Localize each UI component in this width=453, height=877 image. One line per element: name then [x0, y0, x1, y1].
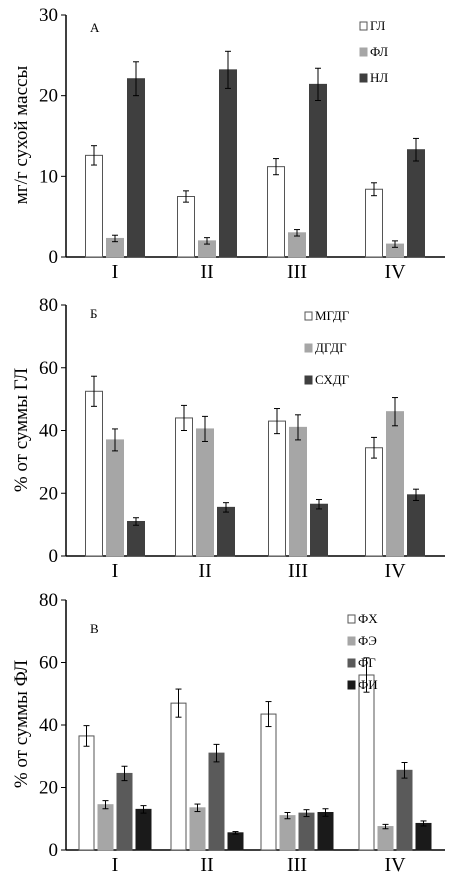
bar: [317, 812, 334, 851]
category-label: I: [112, 560, 119, 582]
category-label: I: [112, 261, 119, 283]
category-label: IV: [384, 560, 406, 582]
bar: [177, 196, 195, 258]
y-tick-label: 40: [39, 421, 58, 442]
legend-label: ФЭ: [358, 633, 377, 648]
y-tick-label: 60: [39, 653, 58, 674]
bar: [97, 804, 114, 851]
legend-swatch: [347, 636, 356, 646]
category-label: II: [200, 854, 213, 876]
panel-letter: Б: [90, 306, 97, 321]
bar: [175, 417, 193, 557]
legend-label: ФГ: [358, 655, 376, 670]
legend-swatch: [347, 614, 356, 624]
bar: [407, 494, 425, 557]
bar: [208, 752, 225, 851]
legend-swatch: [347, 680, 356, 690]
legend-label: ДГДГ: [315, 340, 347, 355]
bar: [309, 83, 327, 258]
y-tick-label: 20: [39, 86, 58, 107]
bar: [396, 769, 413, 851]
y-tick-label: 10: [39, 166, 58, 187]
y-tick-label: 60: [39, 358, 58, 379]
legend-swatch: [347, 658, 356, 668]
bar: [106, 439, 124, 557]
panel-letter: А: [90, 20, 100, 35]
y-tick-label: 80: [39, 295, 58, 316]
bar: [260, 713, 277, 851]
legend-swatch: [359, 47, 368, 57]
legend-swatch: [304, 375, 313, 385]
category-label: IV: [384, 854, 406, 876]
category-label: III: [287, 854, 307, 876]
category-label: II: [198, 560, 211, 582]
bar: [170, 702, 187, 851]
bar: [310, 503, 328, 557]
bar: [127, 78, 145, 258]
legend-label: НЛ: [370, 70, 388, 85]
category-label: III: [288, 560, 308, 582]
bar: [386, 411, 404, 557]
category-label: III: [287, 261, 307, 283]
legend-swatch: [304, 343, 313, 353]
bar: [116, 772, 133, 851]
category-label: I: [112, 854, 119, 876]
bar: [365, 188, 383, 258]
y-tick-label: 20: [39, 483, 58, 504]
bar: [415, 822, 432, 851]
category-label: II: [200, 261, 213, 283]
legend-label: ФЛ: [370, 44, 388, 59]
y-axis-label: мг/г сухой массы: [11, 66, 32, 205]
legend-swatch: [359, 21, 368, 31]
legend-swatch: [304, 311, 313, 321]
bar: [219, 69, 237, 258]
bar: [298, 812, 315, 851]
y-tick-label: 0: [49, 546, 59, 567]
legend-swatch: [359, 73, 368, 83]
category-label: IV: [384, 261, 406, 283]
y-tick-label: 80: [39, 590, 58, 611]
bar: [85, 390, 103, 557]
bar: [365, 447, 383, 557]
legend-label: СХДГ: [315, 372, 350, 387]
bar: [85, 154, 103, 258]
legend-label: ГЛ: [370, 18, 386, 33]
bar: [377, 826, 394, 851]
bar: [358, 674, 375, 851]
y-axis-label: % от суммы ГЛ: [11, 368, 32, 492]
bar: [268, 420, 286, 557]
y-axis-label: % от суммы ФЛ: [11, 660, 32, 788]
y-tick-label: 0: [49, 840, 59, 861]
y-tick-label: 20: [39, 778, 58, 799]
bar: [407, 149, 425, 258]
bar: [127, 520, 145, 557]
bar: [267, 166, 285, 258]
bar: [189, 807, 206, 851]
y-tick-label: 40: [39, 715, 58, 736]
y-tick-label: 30: [39, 5, 58, 26]
bar: [196, 428, 214, 557]
legend-label: ФИ: [358, 677, 378, 692]
panel-letter: В: [90, 621, 99, 636]
bar: [217, 506, 235, 557]
bar: [135, 808, 152, 851]
bar: [289, 426, 307, 557]
bar: [227, 832, 244, 851]
y-tick-label: 0: [49, 247, 59, 268]
legend-label: ФХ: [358, 611, 378, 626]
bar: [78, 735, 95, 851]
legend-label: МГДГ: [315, 308, 350, 323]
bar: [279, 815, 296, 851]
